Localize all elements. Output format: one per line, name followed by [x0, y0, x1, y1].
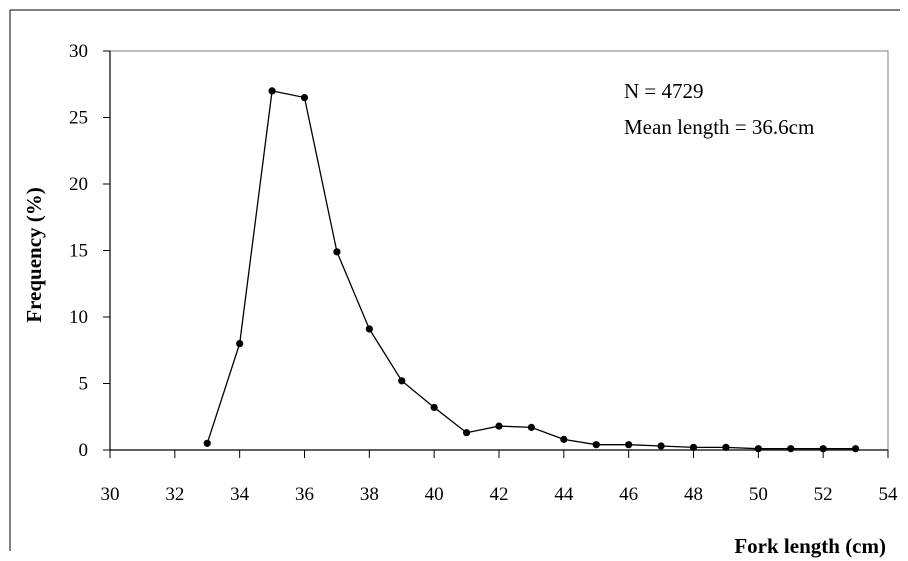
plot-frame: [109, 50, 889, 451]
data-point: [592, 441, 600, 449]
data-point: [689, 443, 698, 451]
x-ticks: 30 32 34 36 38 40 42 44 46 48 50 52 54: [101, 450, 899, 505]
x-tick-label: 32: [165, 484, 184, 505]
x-axis-title: Fork length (cm): [734, 534, 886, 558]
x-tick-label: 30: [101, 484, 120, 505]
annotation-n: N = 4729: [624, 79, 704, 103]
data-point: [851, 445, 860, 453]
data-point: [430, 403, 438, 412]
data-point: [722, 443, 730, 451]
x-tick-label: 44: [554, 484, 574, 505]
series-layer: [203, 87, 860, 453]
series-line: [206, 90, 856, 450]
x-tick-label: 50: [749, 484, 768, 505]
y-tick-label: 15: [69, 241, 88, 262]
data-point: [787, 445, 795, 453]
data-point: [754, 445, 762, 453]
data-point: [268, 87, 276, 95]
data-point: [365, 325, 373, 333]
x-tick-label: 48: [684, 484, 703, 505]
data-point: [495, 422, 503, 430]
x-tick-label: 34: [230, 484, 250, 505]
y-ticks: 0 5 10 15 20 25 30: [69, 41, 110, 461]
data-point: [657, 442, 665, 450]
y-tick-label: 30: [69, 41, 88, 62]
data-point: [333, 248, 341, 256]
x-tick-label: 40: [425, 484, 444, 505]
x-tick-label: 54: [879, 484, 899, 505]
x-tick-label: 52: [814, 484, 833, 505]
data-point: [236, 340, 244, 348]
y-tick-label: 10: [69, 307, 88, 328]
x-tick-label: 38: [360, 484, 379, 505]
data-point: [527, 423, 536, 431]
y-tick-label: 5: [79, 374, 89, 395]
data-point: [819, 445, 827, 453]
y-tick-label: 0: [79, 440, 89, 461]
y-axis-title: Frequency (%): [22, 187, 46, 323]
y-tick-label: 25: [69, 108, 88, 129]
annotation-mean-length: Mean length = 36.6cm: [624, 115, 814, 139]
data-point: [203, 439, 211, 447]
x-tick-label: 46: [619, 484, 638, 505]
data-point: [300, 93, 309, 102]
x-tick-label: 42: [490, 484, 509, 505]
y-tick-label: 20: [69, 174, 88, 195]
data-point: [625, 441, 633, 449]
data-point: [462, 429, 471, 437]
data-point: [398, 377, 406, 385]
x-tick-label: 36: [295, 484, 314, 505]
data-point: [560, 435, 568, 443]
